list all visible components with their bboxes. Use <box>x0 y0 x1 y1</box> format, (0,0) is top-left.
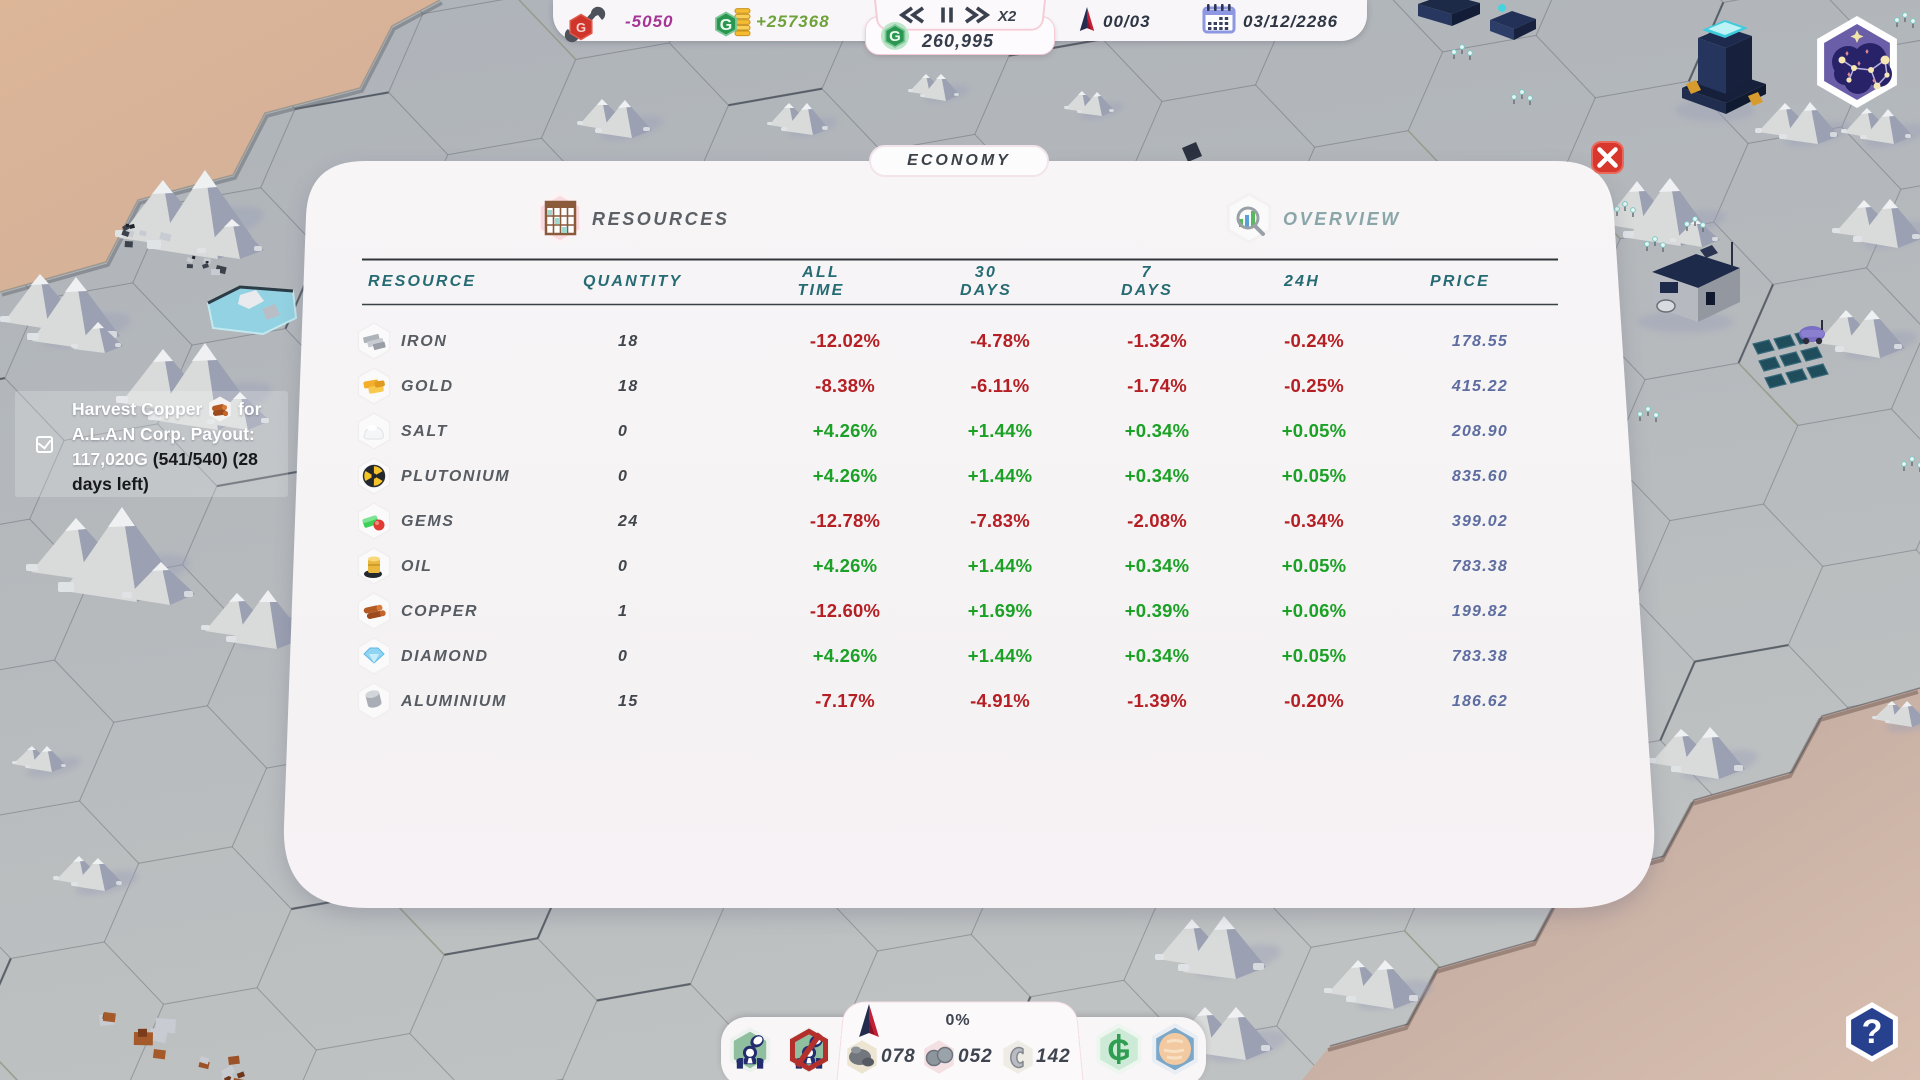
svg-text:?: ? <box>1862 1013 1883 1051</box>
svg-text:G: G <box>576 20 586 35</box>
svg-text:G: G <box>720 17 732 34</box>
svg-text:G: G <box>889 28 901 45</box>
svg-text:X2: X2 <box>997 8 1017 25</box>
